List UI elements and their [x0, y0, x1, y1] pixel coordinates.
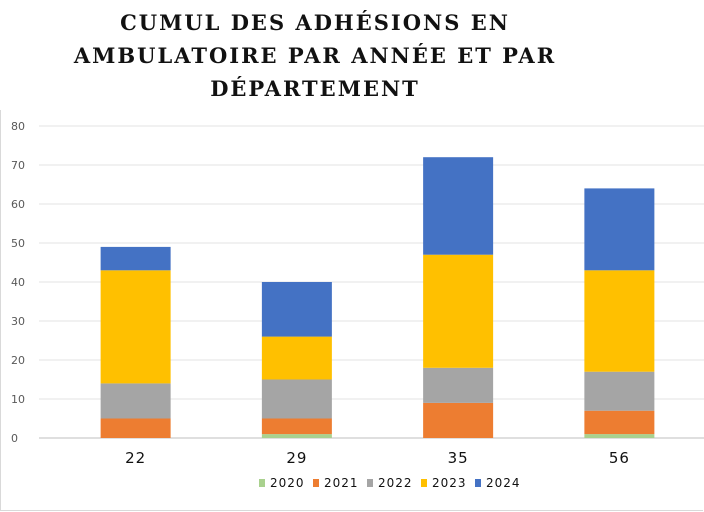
bar-56-2021 — [584, 410, 655, 435]
bar-56-2020 — [584, 434, 655, 438]
bar-22-2024 — [100, 246, 171, 271]
legend-label-2020: 2020 — [270, 476, 305, 490]
x-tick-label-29: 29 — [286, 449, 307, 467]
bar-29-2021 — [261, 418, 332, 435]
y-tick-label-60: 60 — [11, 198, 25, 211]
bar-56-2024 — [584, 188, 655, 271]
chart-area: 0 10 20 30 40 50 60 70 80 22 29 35 56 2020 2021 2022 202… — [0, 110, 704, 511]
y-tick-label-40: 40 — [11, 276, 25, 289]
legend-swatch-2020 — [259, 479, 265, 487]
chart-title-line-3: DÉPARTEMENT — [210, 76, 420, 101]
y-tick-label-0: 0 — [11, 432, 18, 445]
chart-title-line-2: AMBULATOIRE PAR ANNÉE ET PAR — [73, 43, 557, 68]
legend-label-2021: 2021 — [324, 476, 359, 490]
bar-35-2024 — [423, 157, 494, 255]
x-tick-label-35: 35 — [448, 449, 469, 467]
legend-swatch-2024 — [475, 479, 481, 487]
legend-swatch-2023 — [421, 479, 427, 487]
bar-35-2021 — [423, 402, 494, 438]
bar-29-2024 — [261, 282, 332, 337]
y-tick-label-70: 70 — [11, 159, 25, 172]
chart-title: CUMUL DES ADHÉSIONS EN AMBULATOIRE PAR A… — [0, 6, 630, 105]
bar-56-2022 — [584, 371, 655, 411]
legend-swatch-2021 — [313, 479, 319, 487]
stacked-bar-chart: 0 10 20 30 40 50 60 70 80 22 29 35 56 2020 2021 2022 202… — [11, 120, 704, 490]
legend-label-2022: 2022 — [378, 476, 413, 490]
bar-22-2021 — [100, 418, 171, 438]
y-tick-label-30: 30 — [11, 315, 25, 328]
bar-35-2022 — [423, 367, 494, 403]
legend-swatch-2022 — [367, 479, 373, 487]
legend-label-2023: 2023 — [432, 476, 467, 490]
bar-56-2023 — [584, 270, 655, 372]
y-tick-label-80: 80 — [11, 120, 25, 133]
y-tick-label-10: 10 — [11, 393, 25, 406]
bar-22-2023 — [100, 270, 171, 384]
x-tick-label-22: 22 — [125, 449, 146, 467]
bar-35-2023 — [423, 254, 494, 368]
bar-29-2020 — [261, 434, 332, 438]
chart-title-line-1: CUMUL DES ADHÉSIONS EN — [120, 10, 510, 35]
legend-label-2024: 2024 — [486, 476, 521, 490]
y-tick-label-50: 50 — [11, 237, 25, 250]
bar-29-2023 — [261, 336, 332, 380]
bar-29-2022 — [261, 379, 332, 419]
y-tick-label-20: 20 — [11, 354, 25, 367]
bar-22-2022 — [100, 383, 171, 419]
x-tick-label-56: 56 — [609, 449, 630, 467]
